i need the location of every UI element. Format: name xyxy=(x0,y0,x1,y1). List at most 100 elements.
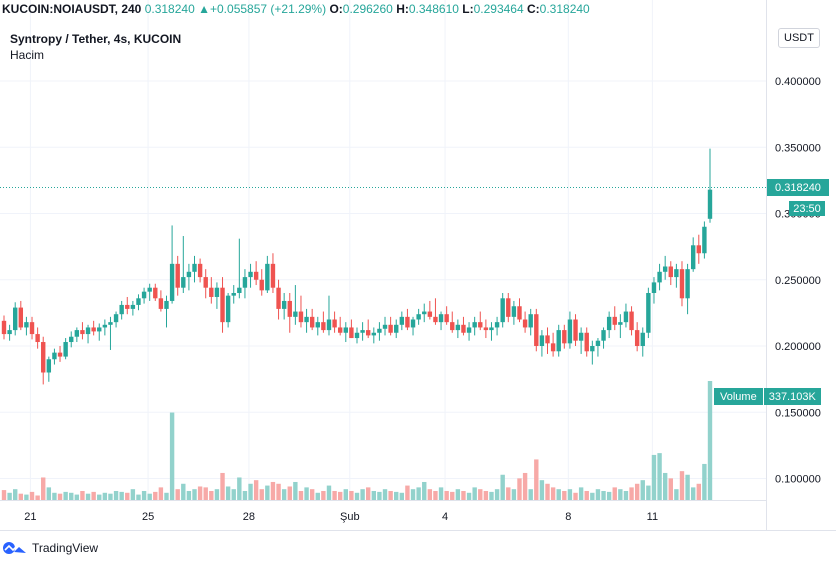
volume-bar xyxy=(534,459,539,500)
candle xyxy=(584,327,589,357)
candle xyxy=(388,316,393,336)
candle xyxy=(1,315,7,340)
candle xyxy=(707,148,713,223)
candle xyxy=(265,255,270,293)
volume-bar xyxy=(382,489,388,500)
volume-bar xyxy=(612,487,617,500)
candles xyxy=(1,148,713,385)
candle xyxy=(315,316,320,336)
candle xyxy=(80,322,85,340)
price-axis[interactable]: 0.4000000.3500000.3000000.2500000.200000… xyxy=(775,76,821,486)
candle xyxy=(52,348,57,365)
volume-indicator-label[interactable]: Hacim xyxy=(10,48,45,62)
candle-body xyxy=(500,298,505,323)
candle-body xyxy=(685,269,690,299)
candle xyxy=(270,253,276,293)
symbol-label[interactable]: KUCOIN:NOIAUSDT, 240 xyxy=(2,2,142,16)
candle-body xyxy=(214,287,220,297)
candle xyxy=(662,255,668,280)
candle-body xyxy=(455,324,461,331)
volume-bar xyxy=(450,491,455,500)
volume-bar xyxy=(57,493,63,500)
candle xyxy=(478,311,483,331)
candle xyxy=(394,319,399,339)
candle-body xyxy=(231,293,236,296)
y-tick-label: 0.250000 xyxy=(775,275,821,287)
volume-bar xyxy=(629,487,634,500)
candle-body xyxy=(136,298,141,305)
candle xyxy=(242,269,248,299)
candle xyxy=(326,295,332,336)
candle-body xyxy=(578,332,584,341)
candle xyxy=(304,308,309,333)
candle-body xyxy=(427,311,433,317)
candle-body xyxy=(366,330,371,336)
tradingview-logo[interactable]: TradingView xyxy=(2,539,98,557)
candle-body xyxy=(618,322,623,325)
candle xyxy=(108,316,113,350)
candle xyxy=(618,314,623,339)
volume-bar xyxy=(427,489,433,500)
volume-bar xyxy=(91,491,96,500)
volume-bar xyxy=(63,491,68,500)
volume-bar xyxy=(231,489,236,500)
volume-bar xyxy=(253,480,259,500)
volume-bar xyxy=(500,474,505,500)
volume-bar xyxy=(422,481,427,500)
candle-body xyxy=(640,332,645,346)
volume-bar xyxy=(690,487,696,500)
candle xyxy=(606,311,612,339)
candle xyxy=(500,293,505,328)
candle xyxy=(136,294,141,311)
candle xyxy=(494,316,500,336)
candle xyxy=(175,255,180,296)
candle-body xyxy=(315,322,320,328)
candle xyxy=(578,327,584,354)
candle xyxy=(601,327,606,349)
volume-bar xyxy=(405,485,410,500)
candle xyxy=(281,293,287,320)
volume-bar xyxy=(646,485,651,500)
candle-body xyxy=(349,327,354,339)
last-price: 0.318240 xyxy=(144,2,195,16)
chart-title[interactable]: Syntropy / Tether, 4s, KUCOIN xyxy=(10,32,182,46)
volume-bar xyxy=(147,493,152,500)
candle-body xyxy=(662,266,668,272)
low-label: L: xyxy=(462,2,474,16)
candle xyxy=(332,311,337,333)
candle xyxy=(371,327,377,344)
candle-body xyxy=(332,319,337,328)
candle xyxy=(321,311,326,333)
y-tick-label: 0.400000 xyxy=(775,76,821,88)
candle-body xyxy=(119,304,124,315)
candle xyxy=(57,346,63,362)
volume-bar xyxy=(29,491,35,500)
candle xyxy=(506,293,511,323)
candle-body xyxy=(276,287,281,309)
candle xyxy=(259,269,264,296)
candle xyxy=(130,300,136,316)
candle xyxy=(427,300,433,320)
candle-body xyxy=(108,322,113,325)
candle-body xyxy=(209,287,214,297)
candle-body xyxy=(539,335,545,346)
candle xyxy=(309,308,315,331)
candle-body xyxy=(562,330,567,344)
volume-bar xyxy=(438,487,444,500)
volume-bar xyxy=(108,493,113,500)
candle xyxy=(74,327,80,343)
candle xyxy=(214,282,220,309)
volume-bar xyxy=(360,489,365,500)
time-axis[interactable]: 21 25 28 Şub 4 8 11 xyxy=(24,511,658,523)
logo-text: TradingView xyxy=(32,541,99,555)
candle-body xyxy=(29,322,35,335)
volume-bar xyxy=(153,491,158,500)
candle-body xyxy=(164,300,169,309)
candle xyxy=(85,324,91,344)
candle xyxy=(595,338,601,357)
currency-button[interactable]: USDT xyxy=(778,28,820,48)
y-tick-label: 0.100000 xyxy=(775,474,821,486)
candle xyxy=(97,323,102,341)
volume-bar xyxy=(186,490,192,500)
